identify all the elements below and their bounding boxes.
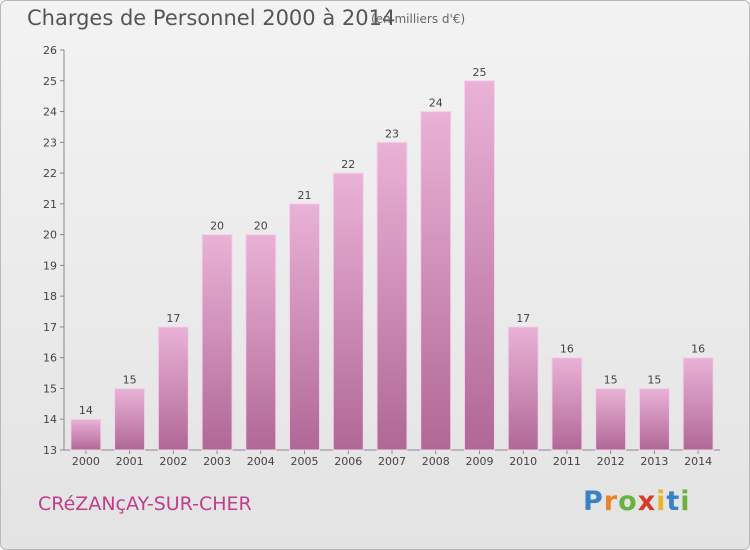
x-tick-label-2008: 2008: [422, 455, 450, 468]
x-tick-label-2014: 2014: [684, 455, 712, 468]
x-tick-label-2012: 2012: [597, 455, 625, 468]
chart-title: Charges de Personnel 2000 à 2014: [27, 6, 396, 30]
chart-labels: 14 2000 15 2001 17 2002 20 2003 20 2004 21 2005 22 20…: [72, 66, 712, 468]
y-tick-label: 24: [43, 106, 57, 119]
logo-letter: t: [666, 486, 681, 517]
bar-2009: [463, 80, 495, 451]
value-label-2012: 15: [604, 373, 618, 386]
y-tick-label: 23: [43, 136, 57, 149]
value-label-2010: 17: [516, 312, 530, 325]
value-label-2006: 22: [341, 158, 355, 171]
logo-letter: o: [618, 486, 638, 517]
x-tick-label-2005: 2005: [291, 455, 319, 468]
bar-2008: [420, 111, 452, 451]
x-tick-label-2004: 2004: [247, 455, 275, 468]
x-tick-label-2013: 2013: [640, 455, 668, 468]
x-tick-label-2003: 2003: [203, 455, 231, 468]
x-tick-label-2010: 2010: [509, 455, 537, 468]
x-tick-label-2009: 2009: [465, 455, 493, 468]
value-label-2011: 16: [560, 343, 574, 356]
bar-2002: [157, 326, 189, 451]
bar-2010: [507, 326, 539, 451]
bar-2001: [114, 387, 146, 451]
x-tick-label-2000: 2000: [72, 455, 100, 468]
y-tick-label: 25: [43, 75, 57, 88]
value-label-2001: 15: [123, 373, 137, 386]
chart-subtitle: (en milliers d'€): [371, 12, 466, 26]
bar-2007: [376, 141, 408, 451]
y-tick-label: 18: [43, 290, 57, 303]
x-tick-label-2002: 2002: [159, 455, 187, 468]
y-tick-label: 26: [43, 44, 57, 57]
value-label-2014: 16: [691, 343, 705, 356]
bar-2000: [70, 418, 102, 451]
y-tick-label: 14: [43, 413, 57, 426]
value-label-2000: 14: [79, 404, 93, 417]
bar-2012: [595, 387, 627, 451]
y-tick-label: 16: [43, 352, 57, 365]
x-tick-label-2001: 2001: [116, 455, 144, 468]
value-label-2013: 15: [647, 373, 661, 386]
y-tick-label: 21: [43, 198, 57, 211]
bar-2014: [682, 357, 714, 451]
value-label-2002: 17: [166, 312, 180, 325]
logo-letter: P: [583, 486, 604, 517]
value-label-2004: 20: [254, 220, 268, 233]
value-label-2009: 25: [472, 66, 486, 79]
x-tick-label-2007: 2007: [378, 455, 406, 468]
logo-letter: x: [637, 486, 657, 517]
x-tick-label-2006: 2006: [334, 455, 362, 468]
bar-2011: [551, 357, 583, 451]
bar-2006: [332, 172, 364, 451]
bar-2004: [245, 234, 277, 451]
bar-2013: [638, 387, 670, 451]
y-tick-label: 20: [43, 229, 57, 242]
bar-2003: [201, 234, 233, 451]
proxiti-logo: Proxiti: [583, 486, 691, 517]
value-label-2005: 21: [298, 189, 312, 202]
bar-2005: [289, 203, 321, 451]
value-label-2007: 23: [385, 127, 399, 140]
value-label-2003: 20: [210, 220, 224, 233]
logo-letter: r: [603, 486, 619, 517]
x-tick-label-2011: 2011: [553, 455, 581, 468]
logo-letter: i: [656, 486, 667, 517]
y-tick-label: 13: [43, 444, 57, 457]
chart-bars: [70, 80, 714, 451]
commune-name: CRéZANçAY-SUR-CHER: [38, 493, 252, 515]
logo-letter: i: [680, 486, 691, 517]
y-tick-label: 22: [43, 167, 57, 180]
y-tick-label: 19: [43, 259, 57, 272]
y-tick-label: 17: [43, 321, 57, 334]
value-label-2008: 24: [429, 97, 443, 110]
y-tick-label: 15: [43, 382, 57, 395]
